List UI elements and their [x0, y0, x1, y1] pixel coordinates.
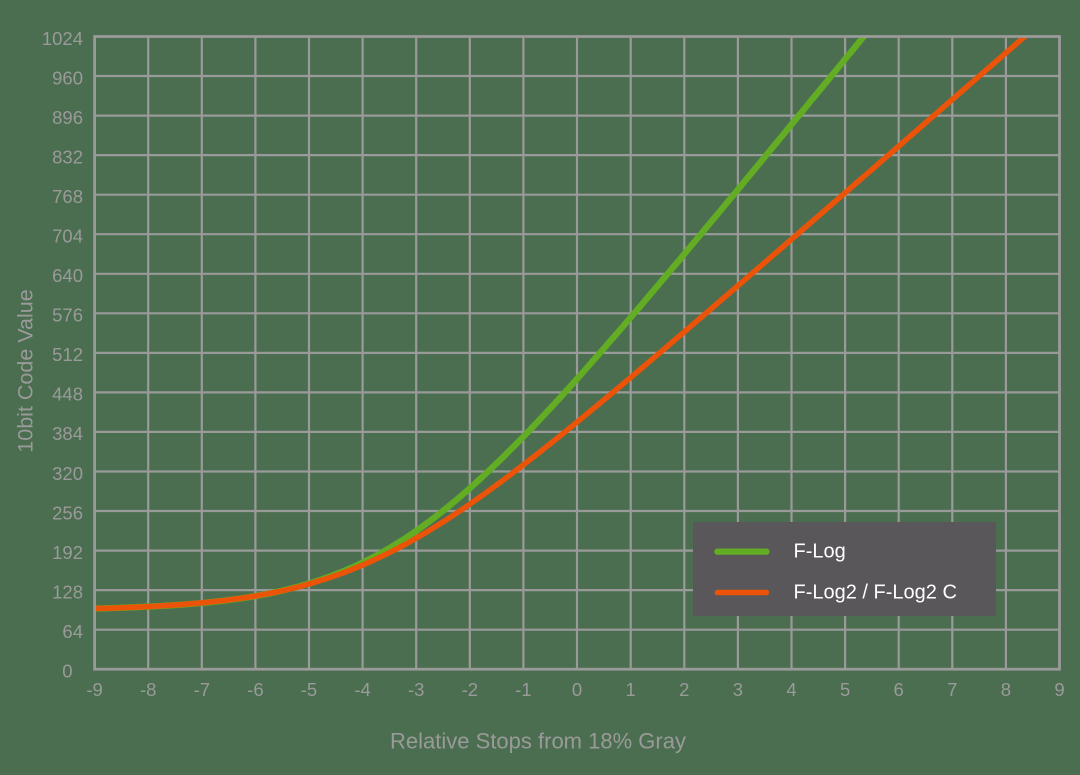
svg-text:832: 832	[52, 146, 83, 167]
svg-text:1024: 1024	[42, 28, 83, 49]
svg-text:F-Log: F-Log	[794, 541, 846, 563]
svg-text:192: 192	[52, 542, 83, 563]
svg-text:512: 512	[52, 344, 83, 365]
svg-text:7: 7	[947, 679, 957, 700]
svg-text:-8: -8	[140, 679, 156, 700]
svg-text:320: 320	[52, 463, 83, 484]
svg-text:10bit Code Value: 10bit Code Value	[14, 289, 38, 452]
svg-text:576: 576	[52, 305, 83, 326]
svg-text:0: 0	[62, 661, 72, 682]
svg-text:64: 64	[62, 621, 83, 642]
svg-text:256: 256	[52, 502, 83, 523]
svg-text:896: 896	[52, 107, 83, 128]
svg-text:-2: -2	[462, 679, 478, 700]
svg-text:960: 960	[52, 67, 83, 88]
svg-text:768: 768	[52, 186, 83, 207]
svg-text:-9: -9	[86, 679, 102, 700]
svg-text:-1: -1	[515, 679, 531, 700]
svg-text:-3: -3	[408, 679, 424, 700]
svg-text:8: 8	[1001, 679, 1011, 700]
svg-text:448: 448	[52, 384, 83, 405]
svg-text:704: 704	[52, 226, 83, 247]
svg-text:9: 9	[1054, 679, 1064, 700]
svg-text:4: 4	[786, 679, 796, 700]
svg-text:F-Log2 / F-Log2 C: F-Log2 / F-Log2 C	[794, 582, 957, 604]
svg-text:-7: -7	[194, 679, 210, 700]
svg-text:1: 1	[626, 679, 636, 700]
svg-text:128: 128	[52, 581, 83, 602]
svg-text:384: 384	[52, 423, 83, 444]
svg-text:2: 2	[679, 679, 689, 700]
svg-text:Relative Stops from 18% Gray: Relative Stops from 18% Gray	[390, 729, 686, 754]
svg-text:3: 3	[733, 679, 743, 700]
svg-text:-4: -4	[354, 679, 370, 700]
svg-text:6: 6	[894, 679, 904, 700]
svg-text:0: 0	[572, 679, 582, 700]
svg-text:-5: -5	[301, 679, 317, 700]
svg-text:5: 5	[840, 679, 850, 700]
svg-text:-6: -6	[247, 679, 263, 700]
svg-text:640: 640	[52, 265, 83, 286]
